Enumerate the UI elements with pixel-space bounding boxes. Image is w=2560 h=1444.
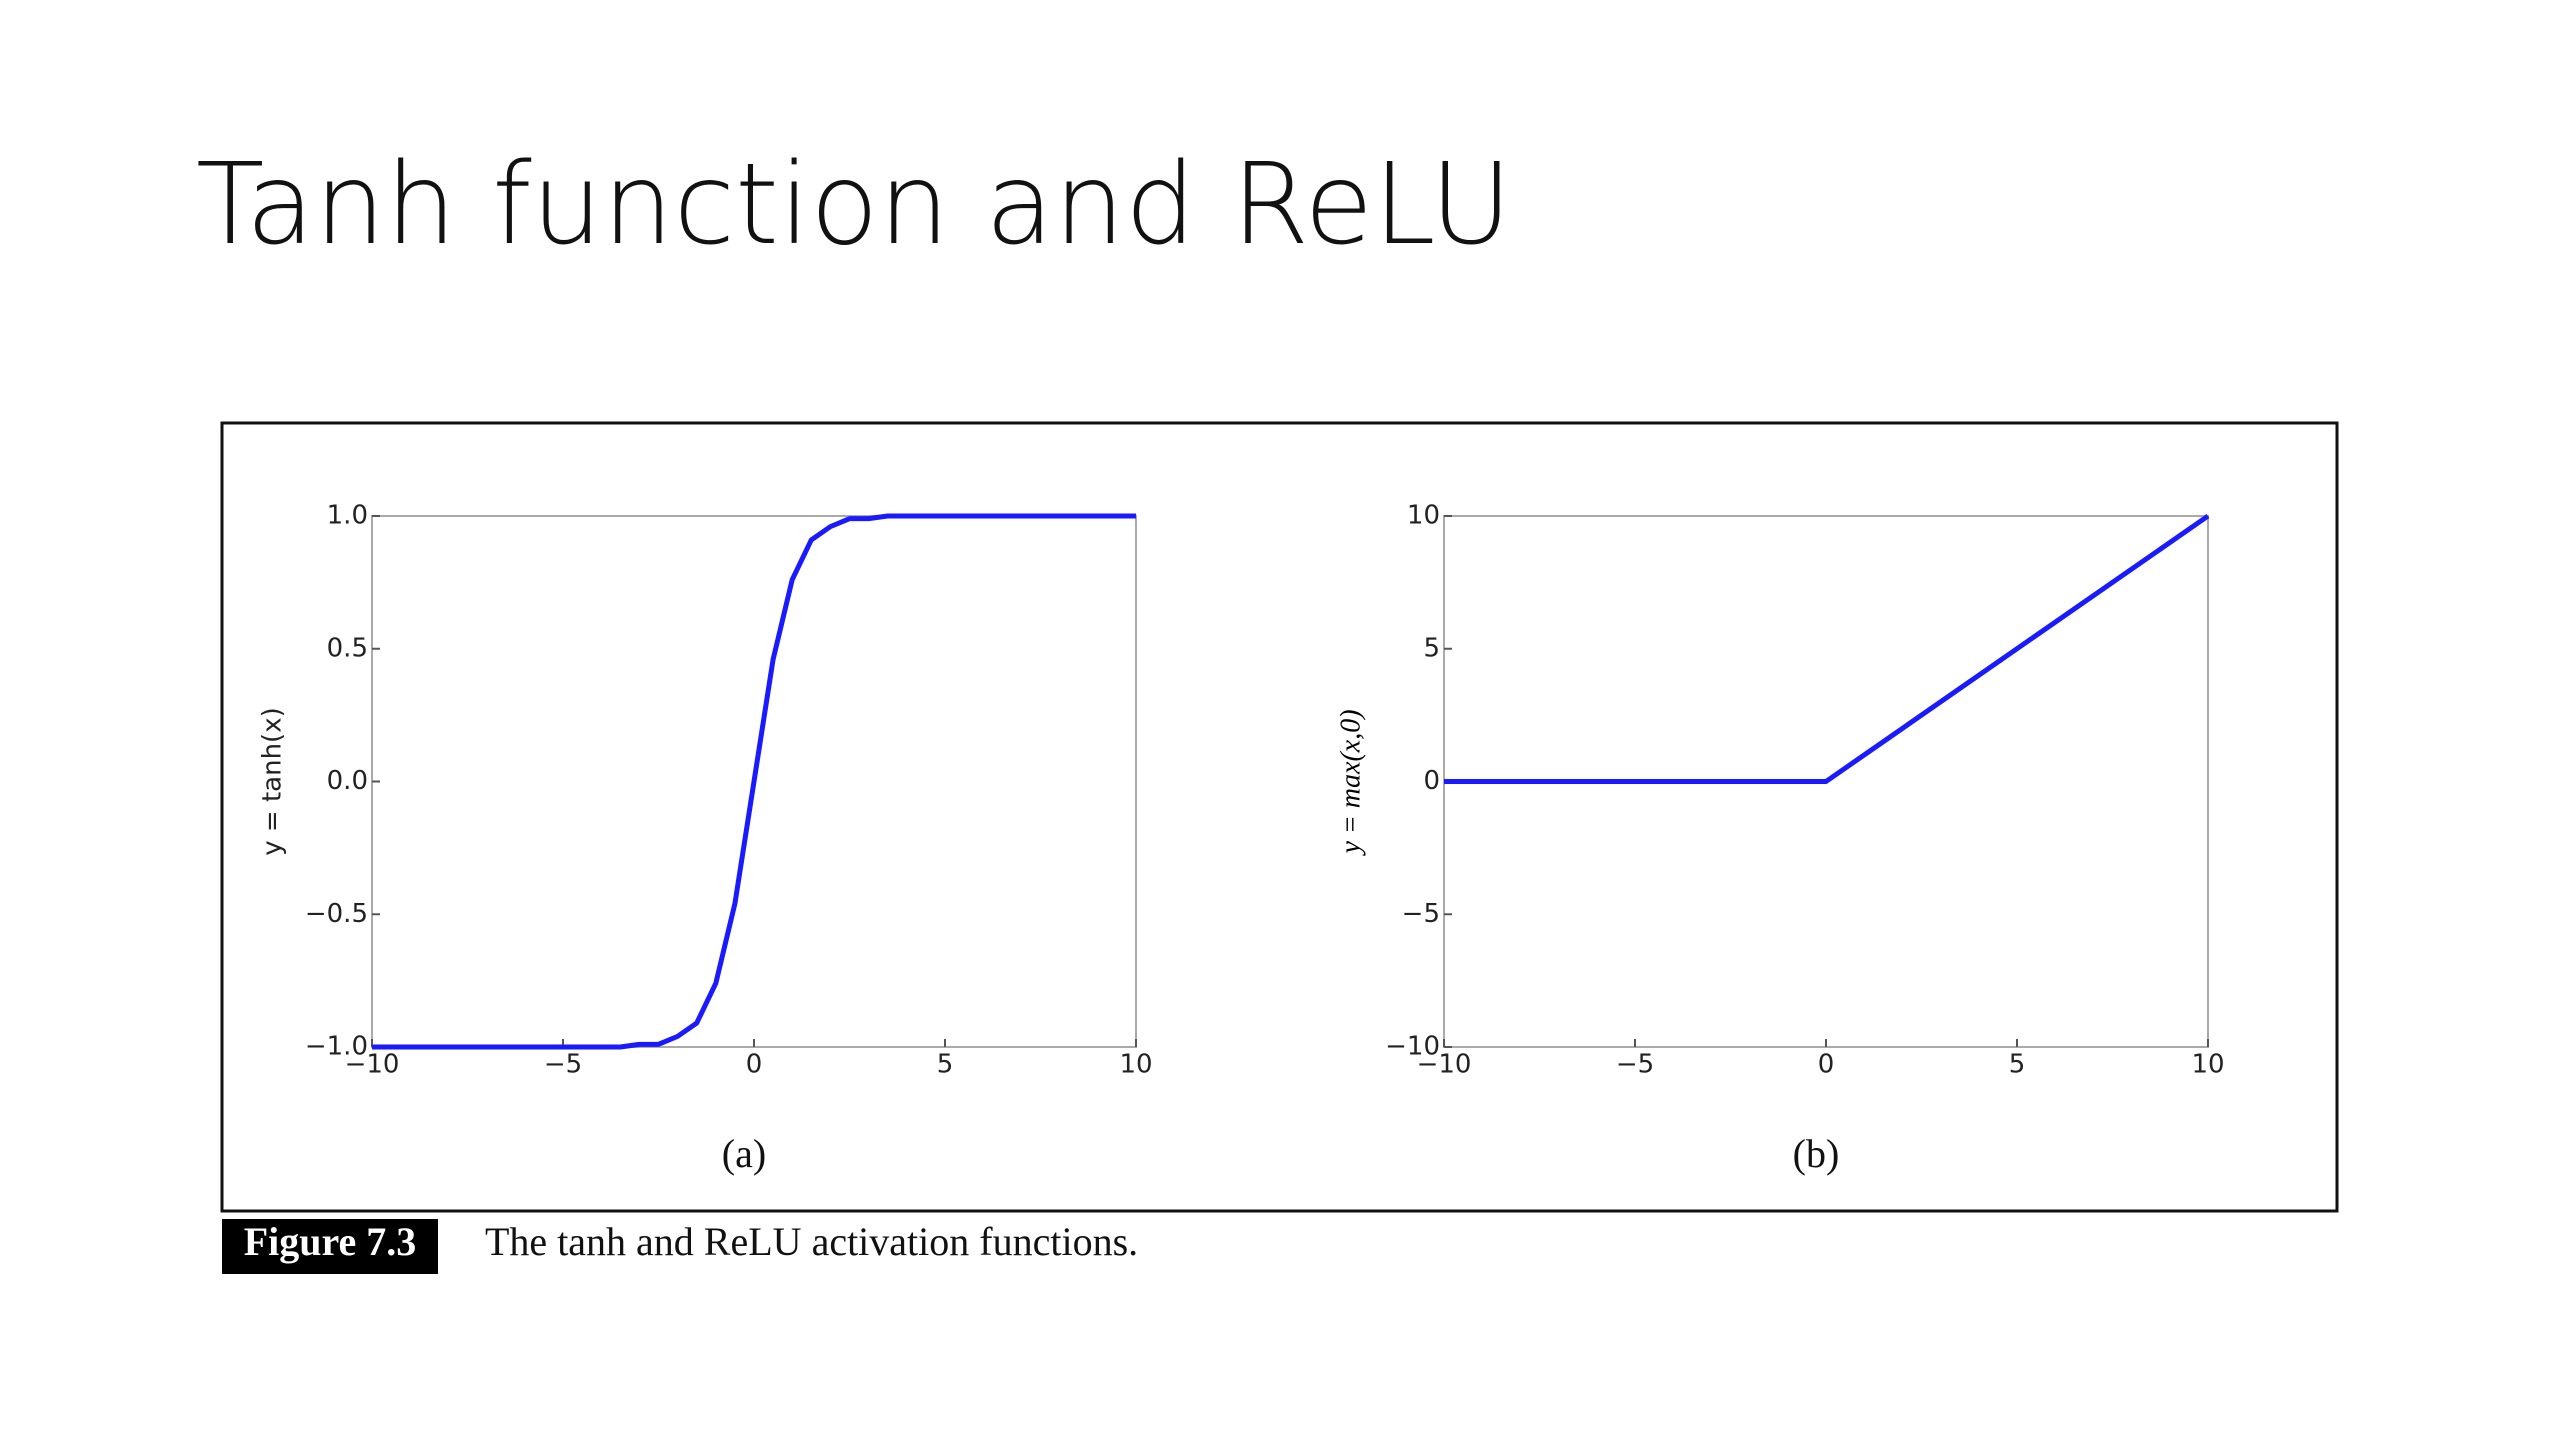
figure-frame — [220, 421, 2339, 1213]
x-tick-label: −10 — [1417, 1050, 1472, 1080]
line — [1444, 513, 2210, 784]
y-tick-label: −10 — [1385, 1032, 1440, 1062]
y-tick-label: 5 — [1423, 633, 1440, 663]
y-tick-label: 10 — [1407, 501, 1440, 531]
y-axis-label: y = tanh(x) — [258, 707, 288, 855]
y-tick-label: 1.0 — [327, 501, 368, 531]
y-tick-label: −1.0 — [305, 1032, 368, 1062]
x-tick-label: −5 — [1616, 1050, 1654, 1080]
caption-text: The tanh and ReLU activation functions. — [485, 1219, 1138, 1264]
x-tick-label: −10 — [345, 1050, 400, 1080]
y-tick-label: −5 — [1402, 899, 1440, 929]
x-tick-label: 0 — [746, 1050, 763, 1080]
y-tick-label: 0.5 — [327, 633, 368, 663]
y-axis-label: y = max(x,0) — [1335, 709, 1366, 856]
x-tick-label: 5 — [937, 1050, 954, 1080]
y-tick-label: −0.5 — [305, 899, 368, 929]
y-tick-label: 0 — [1423, 766, 1440, 796]
y-tick-label: 0.0 — [327, 766, 368, 796]
x-tick-label: 10 — [2191, 1050, 2224, 1080]
slide-title: Tanh function and ReLU — [196, 140, 1512, 270]
panel-label: (b) — [1793, 1131, 1840, 1176]
caption-label: Figure 7.3 — [244, 1219, 417, 1264]
x-tick-label: 0 — [1818, 1050, 1835, 1080]
panel-label: (a) — [722, 1131, 766, 1176]
line — [372, 513, 1136, 1050]
x-tick-label: −5 — [544, 1050, 582, 1080]
x-tick-label: 5 — [2009, 1050, 2026, 1080]
x-tick-label: 10 — [1119, 1050, 1152, 1080]
caption-label-box — [222, 1219, 438, 1274]
